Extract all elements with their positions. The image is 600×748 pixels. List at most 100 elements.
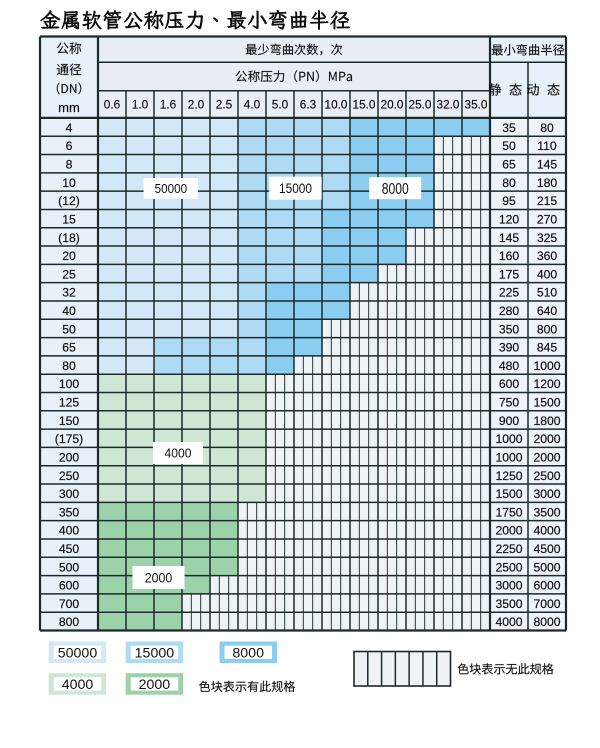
svg-text:65: 65	[502, 158, 516, 172]
svg-text:95: 95	[502, 194, 516, 208]
svg-text:2000: 2000	[145, 570, 173, 585]
svg-text:120: 120	[499, 212, 520, 226]
svg-text:15000: 15000	[135, 645, 175, 661]
svg-text:900: 900	[499, 414, 520, 428]
svg-text:2000: 2000	[139, 677, 171, 693]
svg-text:2000: 2000	[495, 524, 522, 538]
svg-text:750: 750	[499, 396, 520, 410]
svg-text:4: 4	[66, 121, 73, 135]
svg-text:600: 600	[499, 377, 520, 391]
svg-text:325: 325	[537, 231, 558, 245]
svg-text:700: 700	[59, 597, 80, 611]
svg-text:225: 225	[499, 286, 520, 300]
svg-text:8000: 8000	[533, 615, 560, 629]
svg-text:360: 360	[537, 249, 558, 263]
svg-text:270: 270	[537, 212, 558, 226]
svg-text:2250: 2250	[495, 542, 522, 556]
svg-text:3500: 3500	[495, 597, 522, 611]
svg-text:600: 600	[59, 579, 80, 593]
svg-text:5.0: 5.0	[272, 98, 289, 112]
svg-text:510: 510	[537, 286, 558, 300]
svg-text:35.0: 35.0	[465, 98, 488, 112]
svg-text:215: 215	[537, 194, 558, 208]
svg-text:2.0: 2.0	[188, 98, 205, 112]
svg-text:1.6: 1.6	[160, 98, 177, 112]
svg-text:150: 150	[59, 414, 80, 428]
svg-text:1200: 1200	[533, 377, 560, 391]
svg-text:180: 180	[537, 176, 558, 190]
svg-text:80: 80	[502, 176, 516, 190]
svg-text:15: 15	[62, 212, 76, 226]
svg-text:400: 400	[59, 524, 80, 538]
svg-text:80: 80	[540, 121, 554, 135]
svg-text:2500: 2500	[495, 560, 522, 574]
svg-text:25.0: 25.0	[409, 98, 432, 112]
svg-text:4000: 4000	[495, 615, 522, 629]
svg-text:110: 110	[537, 139, 557, 153]
svg-text:1250: 1250	[495, 469, 522, 483]
svg-text:145: 145	[537, 158, 558, 172]
svg-text:7000: 7000	[533, 597, 560, 611]
svg-text:15.0: 15.0	[353, 98, 376, 112]
svg-text:3500: 3500	[533, 505, 560, 519]
svg-text:390: 390	[499, 341, 520, 355]
svg-text:4000: 4000	[533, 524, 560, 538]
svg-text:20: 20	[62, 249, 76, 263]
svg-text:3000: 3000	[533, 487, 560, 501]
svg-text:2500: 2500	[533, 469, 560, 483]
svg-text:(12): (12)	[58, 194, 80, 208]
svg-text:8: 8	[66, 158, 73, 172]
svg-text:300: 300	[59, 487, 80, 501]
svg-text:0.6: 0.6	[104, 98, 121, 112]
svg-text:(18): (18)	[58, 231, 80, 245]
svg-text:350: 350	[499, 322, 520, 336]
svg-text:3000: 3000	[495, 579, 522, 593]
svg-text:8000: 8000	[382, 181, 409, 198]
svg-text:100: 100	[59, 377, 80, 391]
svg-text:350: 350	[59, 505, 80, 519]
svg-text:5000: 5000	[533, 560, 560, 574]
svg-text:800: 800	[537, 322, 558, 336]
svg-text:160: 160	[499, 249, 520, 263]
svg-text:1000: 1000	[533, 359, 560, 373]
svg-text:1800: 1800	[533, 414, 560, 428]
svg-text:15000: 15000	[279, 181, 312, 196]
svg-text:1000: 1000	[495, 450, 522, 464]
svg-text:1.0: 1.0	[132, 98, 149, 112]
svg-text:125: 125	[59, 396, 80, 410]
svg-text:1000: 1000	[495, 432, 522, 446]
svg-text:280: 280	[499, 304, 520, 318]
svg-text:1500: 1500	[533, 396, 560, 410]
svg-text:6: 6	[66, 139, 73, 153]
svg-text:40: 40	[62, 304, 76, 318]
svg-text:50000: 50000	[155, 181, 188, 196]
svg-text:10: 10	[62, 176, 76, 190]
svg-text:50: 50	[502, 139, 516, 153]
svg-text:800: 800	[59, 615, 80, 629]
svg-text:6.3: 6.3	[300, 98, 317, 112]
svg-text:400: 400	[537, 267, 558, 281]
svg-text:4.0: 4.0	[244, 98, 261, 112]
svg-text:mm: mm	[58, 100, 80, 115]
svg-text:200: 200	[59, 450, 80, 464]
svg-text:640: 640	[537, 304, 558, 318]
svg-text:175: 175	[499, 267, 520, 281]
svg-text:2000: 2000	[533, 432, 560, 446]
svg-text:1750: 1750	[495, 505, 522, 519]
svg-text:8000: 8000	[232, 645, 264, 661]
svg-text:50000: 50000	[58, 645, 98, 661]
svg-text:500: 500	[59, 560, 80, 574]
svg-text:80: 80	[62, 359, 76, 373]
svg-text:480: 480	[499, 359, 520, 373]
svg-text:2000: 2000	[533, 450, 560, 464]
svg-text:32.0: 32.0	[437, 98, 460, 112]
svg-text:35: 35	[502, 121, 516, 135]
svg-text:4000: 4000	[165, 446, 192, 461]
svg-text:20.0: 20.0	[381, 98, 404, 112]
svg-text:145: 145	[499, 231, 520, 245]
svg-text:450: 450	[59, 542, 80, 556]
svg-text:25: 25	[62, 267, 76, 281]
svg-text:50: 50	[62, 322, 76, 336]
svg-text:65: 65	[62, 341, 76, 355]
svg-text:4500: 4500	[533, 542, 560, 556]
